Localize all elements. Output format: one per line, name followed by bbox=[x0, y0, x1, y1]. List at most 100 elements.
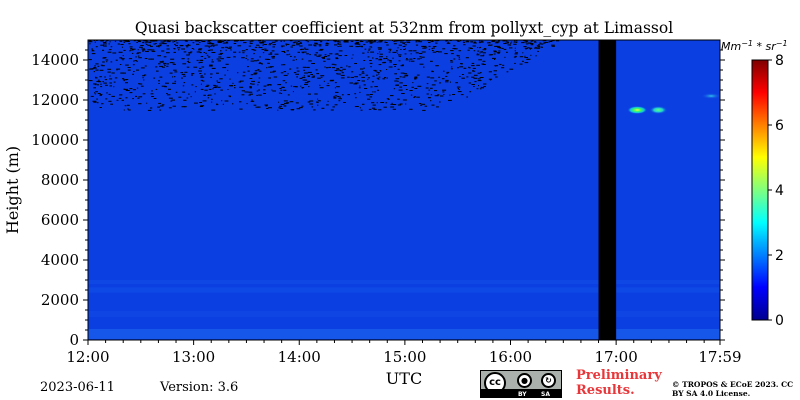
noise-pixel bbox=[535, 55, 537, 57]
noise-pixel bbox=[471, 76, 475, 78]
noise-pixel bbox=[510, 41, 513, 43]
noise-pixel bbox=[181, 106, 185, 108]
noise-pixel bbox=[107, 71, 111, 73]
noise-pixel bbox=[181, 58, 185, 60]
noise-pixel bbox=[99, 94, 103, 95]
noise-pixel bbox=[132, 98, 134, 100]
noise-pixel bbox=[254, 70, 258, 72]
noise-pixel bbox=[173, 69, 177, 71]
noise-pixel bbox=[251, 99, 253, 101]
noise-pixel bbox=[431, 71, 434, 73]
noise-pixel bbox=[122, 79, 127, 81]
colorbar-tick-label: 4 bbox=[775, 183, 784, 199]
footer-version: Version: 3.6 bbox=[160, 380, 239, 395]
noise-pixel bbox=[104, 79, 108, 81]
noise-pixel bbox=[161, 66, 165, 68]
noise-pixel bbox=[263, 93, 266, 94]
noise-pixel bbox=[93, 101, 97, 103]
noise-pixel bbox=[299, 45, 303, 47]
noise-pixel bbox=[225, 49, 227, 51]
noise-pixel bbox=[188, 62, 191, 63]
noise-pixel bbox=[435, 42, 438, 44]
noise-pixel bbox=[237, 45, 242, 47]
noise-pixel bbox=[549, 41, 553, 42]
noise-pixel bbox=[306, 53, 309, 55]
noise-pixel bbox=[321, 56, 325, 58]
noise-pixel bbox=[324, 54, 327, 56]
noise-pixel bbox=[136, 69, 140, 71]
noise-pixel bbox=[514, 62, 516, 64]
noise-pixel bbox=[159, 109, 162, 111]
noise-pixel bbox=[378, 41, 382, 43]
noise-pixel bbox=[344, 55, 348, 56]
noise-pixel bbox=[317, 100, 321, 102]
noise-pixel bbox=[491, 40, 494, 42]
noise-pixel bbox=[253, 73, 257, 75]
noise-pixel bbox=[404, 42, 406, 43]
noise-pixel bbox=[166, 63, 169, 65]
noise-pixel bbox=[91, 48, 94, 50]
noise-pixel bbox=[164, 64, 166, 66]
noise-pixel bbox=[418, 103, 422, 104]
noise-pixel bbox=[492, 40, 496, 42]
noise-pixel bbox=[294, 41, 297, 43]
noise-pixel bbox=[108, 100, 112, 102]
noise-pixel bbox=[476, 54, 480, 56]
noise-pixel bbox=[301, 48, 305, 50]
noise-pixel bbox=[464, 67, 467, 69]
noise-pixel bbox=[409, 58, 413, 60]
noise-pixel bbox=[290, 85, 293, 87]
noise-pixel bbox=[509, 68, 514, 70]
noise-pixel bbox=[321, 107, 325, 109]
noise-pixel bbox=[272, 46, 275, 48]
noise-pixel bbox=[398, 54, 402, 56]
noise-pixel bbox=[301, 76, 306, 78]
noise-pixel bbox=[295, 59, 297, 61]
noise-pixel bbox=[119, 64, 122, 65]
noise-pixel bbox=[137, 55, 140, 57]
noise-pixel bbox=[191, 75, 193, 76]
noise-pixel bbox=[483, 48, 486, 49]
noise-pixel bbox=[233, 85, 236, 86]
noise-pixel bbox=[184, 71, 188, 73]
noise-pixel bbox=[398, 89, 403, 91]
noise-pixel bbox=[191, 84, 194, 86]
noise-pixel bbox=[166, 41, 171, 43]
noise-pixel bbox=[357, 80, 361, 81]
cloud-blob bbox=[627, 106, 648, 114]
noise-pixel bbox=[415, 52, 419, 54]
noise-pixel bbox=[132, 73, 134, 75]
noise-pixel bbox=[405, 59, 409, 61]
noise-pixel bbox=[168, 107, 172, 109]
noise-pixel bbox=[158, 83, 160, 84]
noise-pixel bbox=[163, 62, 167, 64]
noise-pixel bbox=[249, 93, 253, 95]
noise-pixel bbox=[465, 41, 470, 43]
noise-pixel bbox=[100, 64, 103, 66]
noise-pixel bbox=[234, 40, 238, 42]
noise-pixel bbox=[305, 40, 308, 42]
noise-pixel bbox=[194, 102, 198, 104]
noise-pixel bbox=[386, 98, 390, 100]
noise-pixel bbox=[106, 92, 108, 94]
noise-pixel bbox=[427, 40, 432, 42]
noise-pixel bbox=[304, 72, 309, 74]
noise-pixel bbox=[463, 44, 466, 46]
high-altitude-noise bbox=[88, 40, 560, 111]
cc-license-badge[interactable]: cc ● ↻ BY SA bbox=[480, 370, 562, 398]
noise-pixel bbox=[461, 77, 465, 79]
noise-pixel bbox=[400, 72, 405, 74]
noise-pixel bbox=[365, 41, 369, 43]
noise-pixel bbox=[390, 103, 394, 105]
noise-pixel bbox=[289, 53, 291, 55]
noise-pixel bbox=[434, 90, 438, 92]
noise-pixel bbox=[253, 104, 257, 106]
noise-pixel bbox=[319, 84, 321, 86]
noise-pixel bbox=[255, 106, 260, 108]
noise-pixel bbox=[99, 76, 102, 78]
noise-pixel bbox=[153, 43, 156, 45]
noise-pixel bbox=[457, 88, 459, 89]
noise-pixel bbox=[207, 97, 210, 99]
noise-pixel bbox=[482, 49, 486, 51]
noise-pixel bbox=[480, 72, 482, 74]
